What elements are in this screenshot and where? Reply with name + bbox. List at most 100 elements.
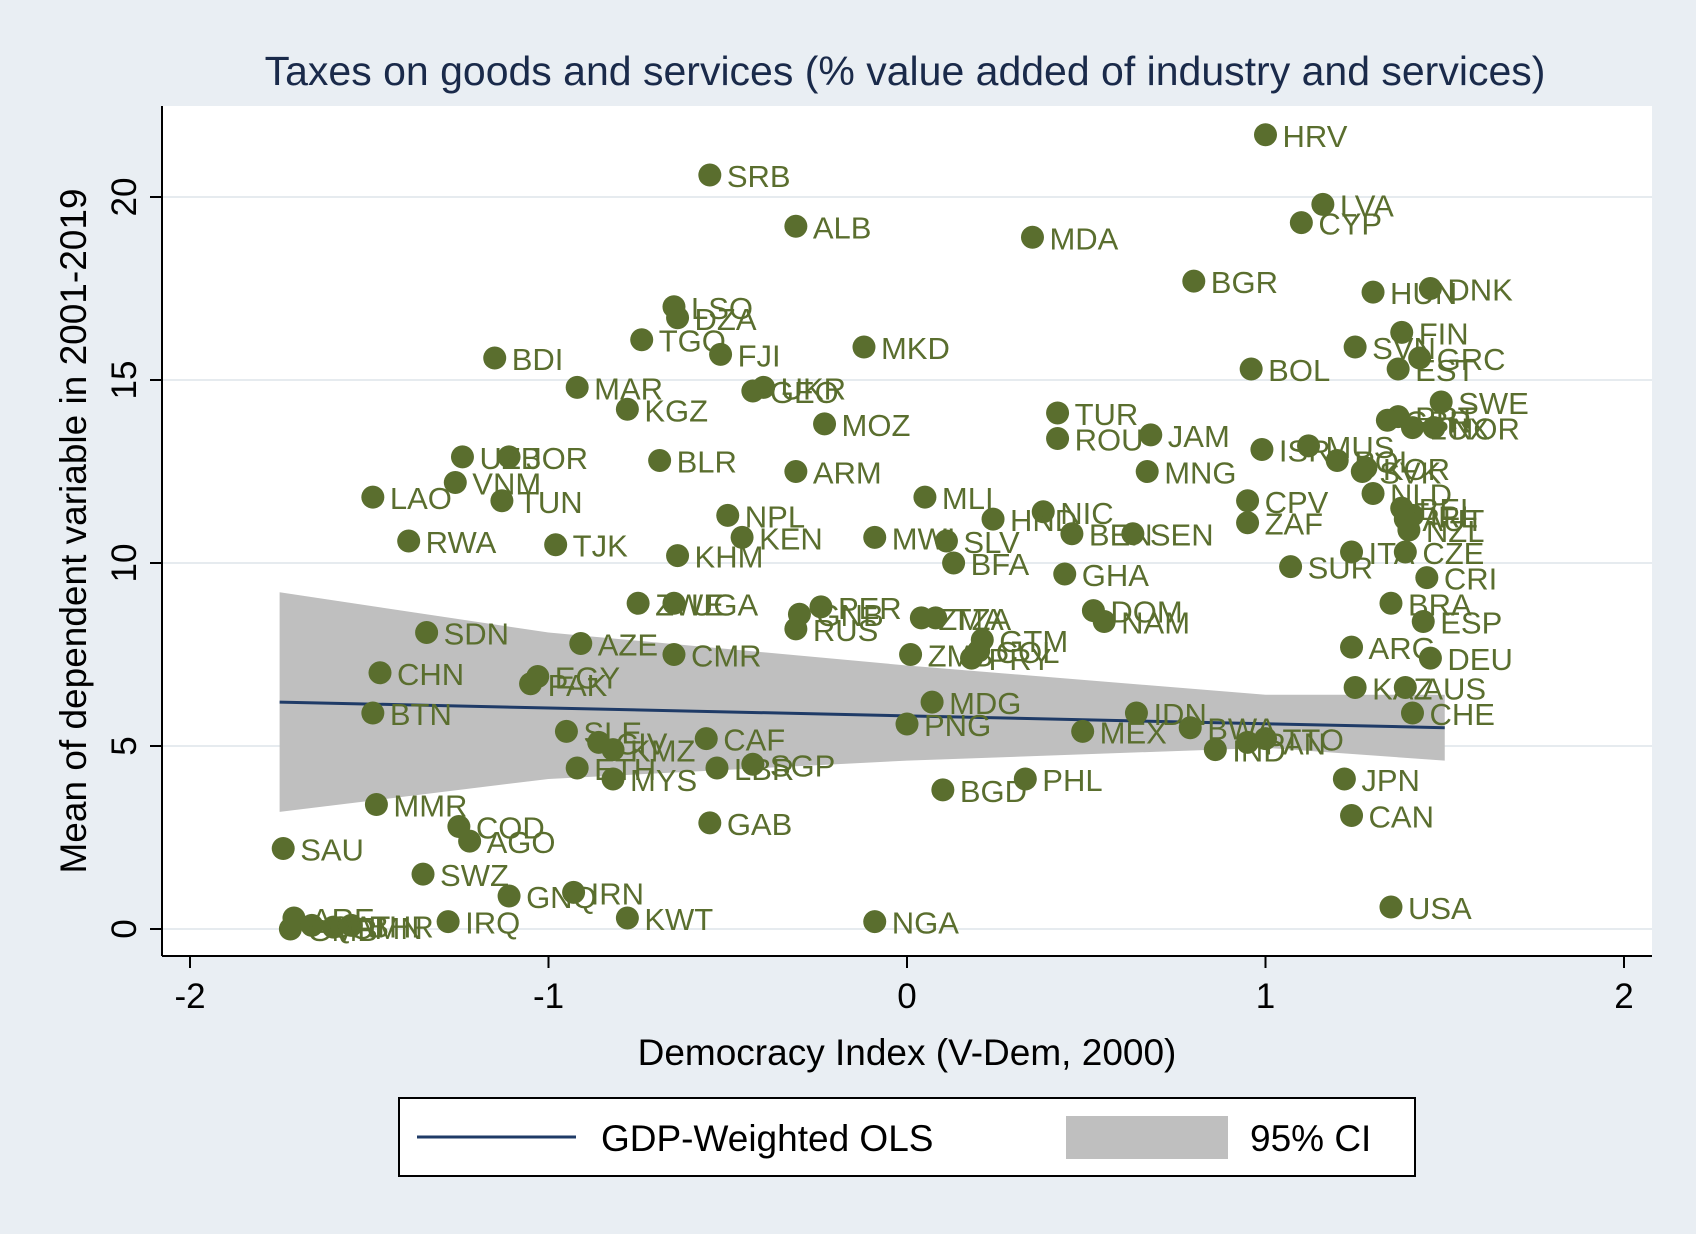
data-label-dza: DZA — [695, 302, 757, 337]
data-point-lux — [1400, 416, 1424, 440]
data-point-gmb — [278, 917, 302, 941]
data-label-moz: MOZ — [842, 408, 911, 443]
data-label-geo: GEO — [770, 375, 839, 410]
x-tick-label-3: 1 — [1256, 977, 1275, 1016]
data-point-tur — [1046, 401, 1070, 425]
data-point-nor — [1422, 416, 1446, 440]
data-label-hun: HUN — [1390, 276, 1457, 311]
data-point-kgz — [615, 397, 639, 421]
data-point-cze — [1393, 540, 1417, 564]
data-point-blr — [648, 449, 672, 473]
data-label-hrv: HRV — [1283, 119, 1348, 154]
data-point-isr — [1250, 438, 1274, 462]
data-label-arg: ARG — [1369, 631, 1436, 666]
data-label-mda: MDA — [1049, 221, 1118, 256]
data-point-vnm — [443, 470, 467, 494]
data-label-alb: ALB — [813, 210, 872, 245]
data-point-mys — [601, 767, 625, 791]
data-point-grc — [1408, 346, 1432, 370]
legend-ci-swatch — [1066, 1116, 1228, 1159]
x-tick-label-0: -2 — [174, 977, 205, 1016]
data-point-sau — [271, 836, 295, 860]
y-tick-label-2: 10 — [105, 544, 144, 583]
data-label-nld: NLD — [1390, 477, 1452, 512]
data-label-kgz: KGZ — [644, 393, 708, 428]
data-point-pol — [1325, 449, 1349, 473]
data-label-blr: BLR — [677, 445, 737, 480]
data-label-kmz: KMZ — [630, 734, 695, 769]
data-label-pak: PAK — [548, 668, 608, 703]
data-point-irq — [436, 910, 460, 934]
data-point-can — [1340, 804, 1364, 828]
data-point-ind — [1203, 738, 1227, 762]
data-point-bra — [1379, 591, 1403, 615]
data-label-egy: EGY — [555, 660, 620, 695]
data-label-kaz: KAZ — [1372, 671, 1432, 706]
data-label-mus: MUS — [1326, 430, 1395, 465]
x-tick-label-1: -1 — [533, 977, 564, 1016]
data-point-pan — [1236, 730, 1260, 754]
data-point-fji — [709, 342, 733, 366]
data-point-uzb — [450, 445, 474, 469]
data-point-svk — [1350, 460, 1374, 483]
data-point-jpn — [1332, 767, 1356, 791]
data-point-srb — [698, 163, 722, 187]
data-label-bgr: BGR — [1211, 265, 1278, 300]
data-label-fin: FIN — [1419, 316, 1469, 351]
data-label-mys: MYS — [630, 763, 697, 798]
data-point-geo — [741, 379, 765, 403]
data-label-mdg: MDG — [949, 686, 1021, 721]
data-label-bol: BOL — [1268, 353, 1330, 388]
data-point-hnd — [981, 507, 1005, 531]
data-label-cod: COD — [476, 811, 545, 846]
data-point-mex — [1071, 719, 1095, 743]
data-label-rus: RUS — [813, 613, 878, 648]
data-point-rus — [784, 617, 808, 641]
data-point-mwi — [863, 525, 887, 549]
data-label-bdi: BDI — [512, 342, 564, 377]
data-label-are: ARE — [311, 902, 375, 937]
data-label-mli: MLI — [942, 481, 994, 516]
data-point-nld — [1361, 481, 1385, 505]
data-label-tjk: TJK — [573, 529, 628, 564]
data-point-sdn — [415, 621, 439, 645]
data-point-rou — [1046, 427, 1070, 451]
data-point-esp — [1411, 610, 1435, 634]
data-label-irq: IRQ — [465, 906, 520, 941]
data-point-zwe — [626, 591, 650, 615]
data-label-bwa: BWA — [1207, 712, 1277, 747]
data-point-gha — [1053, 562, 1077, 586]
data-label-irl: IRL — [1429, 499, 1477, 534]
data-label-nga: NGA — [892, 906, 960, 941]
data-label-phl: PHL — [1042, 763, 1102, 798]
data-point-pak — [519, 672, 543, 696]
data-label-svn: SVN — [1372, 331, 1436, 366]
data-label-ben: BEN — [1089, 518, 1153, 553]
data-point-zma — [909, 606, 933, 630]
data-label-zmb: ZMB — [928, 639, 993, 674]
data-label-nam: NAM — [1121, 606, 1190, 641]
data-label-irn: IRN — [591, 876, 644, 911]
data-label-nic: NIC — [1060, 496, 1113, 531]
data-point-mmr — [364, 793, 388, 817]
data-point-mli — [913, 485, 937, 509]
data-label-nor: NOR — [1451, 412, 1520, 447]
data-point-che — [1400, 701, 1424, 725]
data-point-usa — [1379, 895, 1403, 919]
data-label-jpn: JPN — [1361, 763, 1420, 798]
data-point-nic — [1031, 500, 1055, 524]
data-point-kaz — [1343, 675, 1367, 699]
data-point-phl — [1013, 767, 1037, 791]
data-label-jam: JAM — [1168, 419, 1230, 454]
data-point-cpv — [1236, 489, 1260, 513]
data-point-caf — [694, 727, 718, 751]
data-point-bgr — [1182, 269, 1206, 293]
data-label-gha: GHA — [1082, 558, 1150, 593]
data-point-alb — [784, 214, 808, 238]
data-label-svk: SVK — [1379, 456, 1441, 491]
data-point-bol — [1239, 357, 1263, 381]
data-label-bel: BEL — [1419, 492, 1478, 527]
data-point-qat — [300, 913, 324, 937]
data-label-aut: AUT — [1422, 503, 1484, 538]
data-point-tgo — [630, 328, 654, 352]
